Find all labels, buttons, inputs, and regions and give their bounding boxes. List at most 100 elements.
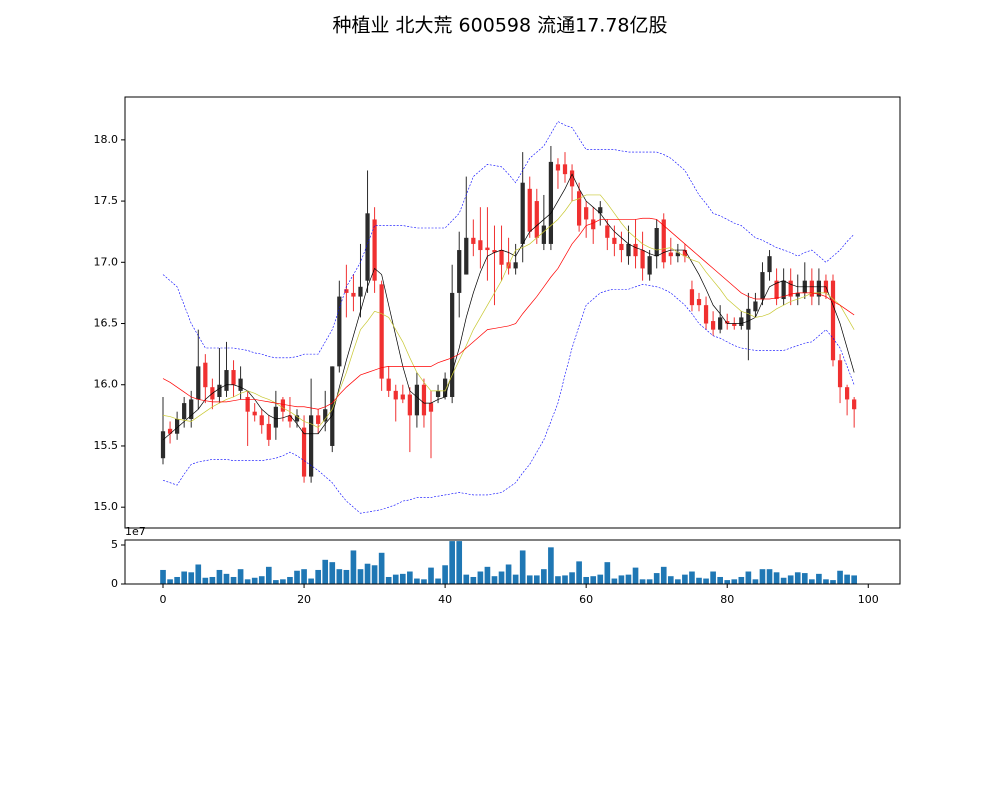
candle-body [591,219,596,230]
volume-bar [456,541,463,584]
candle-body [238,378,243,391]
candle-body [245,396,250,412]
candle-body [788,280,793,297]
volume-bar [477,571,484,584]
y-tick-label: 17.0 [94,255,119,268]
candle-body [308,415,314,477]
volume-bar [385,576,392,584]
y-tick-label: 16.5 [94,317,119,330]
candle-body [280,399,286,412]
candle-body [576,191,582,226]
candle-body [753,301,758,312]
volume-bar [237,569,244,584]
volume-bar [498,571,505,584]
candle-body [428,403,434,412]
x-tick-label: 60 [579,593,593,606]
candle-body [527,188,532,232]
x-tick-label: 0 [160,593,167,606]
candle-body [478,240,483,251]
volume-bar [223,573,230,584]
candle-body [703,305,709,324]
volume-bar [710,571,716,584]
candle-body [830,280,836,361]
volume-bar [823,579,829,584]
volume-bar [287,576,293,584]
candle-body [668,252,673,257]
volume-bar [216,569,223,584]
candle-body [337,296,342,367]
candle-body [203,362,208,388]
candle-body [647,256,652,275]
candle-body [386,378,391,391]
volume-bar [392,574,399,584]
candle-body [450,292,455,397]
candle-body [605,225,610,238]
candle-body [407,394,412,416]
candle-body [421,384,427,416]
candle-body [196,366,201,400]
volume-bar [548,547,554,584]
line-series [162,121,855,359]
candle-body [175,419,180,434]
volume-bar [322,559,329,584]
volume-bar [519,550,526,584]
x-tick-label: 100 [858,593,879,606]
chart-title: 种植业 北大荒 600598 流通17.78亿股 [332,15,667,37]
volume-bar [801,573,808,584]
candle-body [654,228,659,257]
volume-bar [280,579,286,584]
volume-bar [167,579,173,584]
volume-bar [780,577,787,584]
x-tick-label: 20 [297,593,311,606]
volume-bar [696,577,702,584]
volume-bar [562,575,568,584]
volume-bar [470,576,477,584]
offset-label: 1e7 [125,525,146,538]
candle-body [760,272,765,300]
candle-body [541,225,546,244]
volume-bar [273,580,279,584]
line-series [162,284,855,514]
candle-body [626,243,631,257]
volume-bar [357,569,364,584]
candle-body [795,292,800,297]
candle-body [520,182,525,244]
candle-body [217,384,222,397]
volume-bar [766,569,773,584]
candle-body [555,164,561,171]
volume-bar [463,574,470,584]
candle-body [471,237,476,244]
x-tick-label: 40 [438,593,452,606]
y-tick-label: 5 [111,538,118,551]
candle-body [351,292,356,297]
candle-body [287,415,293,422]
volume-bar [745,571,752,584]
volume-bar [731,579,738,584]
candle-body [809,280,814,297]
volume-bar [597,574,604,584]
volume-bar [844,574,850,584]
candle-body [464,237,469,275]
volume-bar [160,569,166,584]
candle-body [844,387,850,400]
volume-bar [837,570,843,584]
axes-frame [124,96,901,529]
candle-body [252,411,257,416]
y-tick-label: 17.5 [94,194,119,207]
candle-body [167,428,173,434]
candle-body [259,415,264,426]
volume-bar [787,575,794,584]
candle-body [400,394,405,400]
candle-body [569,170,575,187]
volume-bar [611,578,618,584]
candle-body [344,289,349,293]
volume-bar [265,566,272,584]
candle-body [852,399,857,410]
volume-bar [576,561,582,584]
candle-body [323,409,328,422]
volume-bar [653,573,660,584]
x-tick-label: 80 [720,593,734,606]
candle-body [414,384,420,416]
candle-body [316,415,321,424]
